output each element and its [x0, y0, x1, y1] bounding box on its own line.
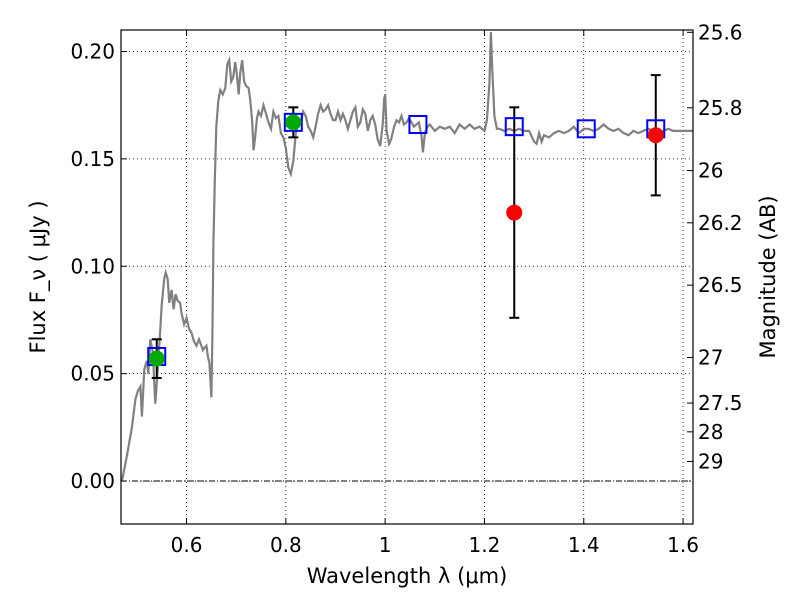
- grid: [121, 30, 693, 524]
- x-tick-label: 0.6: [171, 533, 203, 557]
- x-tick-label: 1: [379, 533, 392, 557]
- magnitude-tick-label: 25.6: [698, 20, 743, 44]
- model-flux-box: [283, 112, 303, 132]
- model-flux-box: [504, 117, 524, 137]
- right-axis-label-group: Magnitude (AB): [756, 195, 780, 358]
- model-flux-box: [576, 119, 596, 139]
- photometry-points: [147, 74, 666, 379]
- axis-ticks: 0.6 0.8 1 1.2 1.4 1.6 0.00 0.05 0.10 0.15 0.20 25.6…: [70, 20, 742, 557]
- y-tick-label: 0.00: [70, 469, 115, 493]
- x-tick-label: 0.8: [270, 533, 302, 557]
- x-tick-label: 1.2: [469, 533, 501, 557]
- y-axis-label-group: Flux F_ν ( μJy ): [26, 200, 51, 353]
- x-axis-label: Wavelength λ (μm): [307, 564, 508, 588]
- y-tick-label: 0.10: [70, 254, 115, 278]
- model-spectrum-line: [121, 32, 693, 482]
- observed-flux-point: [148, 350, 165, 367]
- observed-flux-point: [506, 204, 523, 221]
- magnitude-tick-label: 28: [698, 420, 723, 444]
- model-flux-box: [408, 115, 428, 135]
- y-axis-label: Flux F_ν ( μJy ): [26, 200, 51, 353]
- magnitude-axis-label: Magnitude (AB): [756, 195, 780, 358]
- observed-flux-point: [647, 127, 664, 144]
- magnitude-tick-label: 25.8: [698, 96, 743, 120]
- x-tick-label: 1.4: [568, 533, 600, 557]
- magnitude-tick-label: 27.5: [698, 391, 743, 415]
- magnitude-tick-label: 26.2: [698, 211, 743, 235]
- y-tick-label: 0.15: [70, 147, 115, 171]
- y-tick-label: 0.20: [70, 39, 115, 63]
- magnitude-tick-label: 29: [698, 449, 723, 473]
- y-tick-label: 0.05: [70, 362, 115, 386]
- observed-flux-point: [285, 114, 302, 131]
- magnitude-tick-label: 26.5: [698, 273, 743, 297]
- magnitude-tick-label: 27: [698, 345, 723, 369]
- plot-frame: [120, 29, 694, 525]
- magnitude-tick-label: 26: [698, 159, 723, 183]
- x-tick-label: 1.6: [667, 533, 699, 557]
